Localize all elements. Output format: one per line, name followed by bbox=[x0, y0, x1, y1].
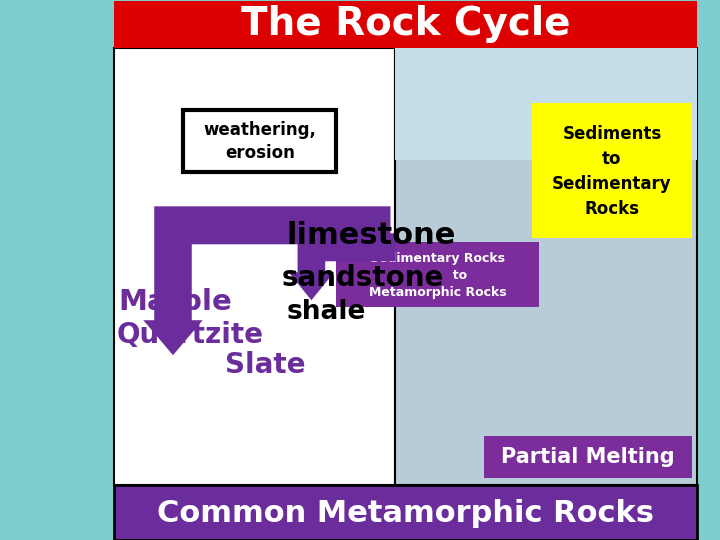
FancyBboxPatch shape bbox=[114, 485, 697, 540]
FancyBboxPatch shape bbox=[395, 49, 697, 160]
Text: Slate: Slate bbox=[225, 351, 306, 379]
Text: Common Metamorphic Rocks: Common Metamorphic Rocks bbox=[157, 498, 654, 528]
Text: The Rock Cycle: The Rock Cycle bbox=[240, 5, 570, 44]
Text: sandstone: sandstone bbox=[282, 264, 444, 292]
Text: Marble: Marble bbox=[119, 288, 233, 316]
Text: Quartzite: Quartzite bbox=[117, 321, 264, 349]
Text: Sedimentary Rocks
          to
Metamorphic Rocks: Sedimentary Rocks to Metamorphic Rocks bbox=[369, 252, 507, 299]
FancyBboxPatch shape bbox=[485, 436, 692, 478]
FancyBboxPatch shape bbox=[395, 49, 697, 485]
FancyBboxPatch shape bbox=[532, 104, 692, 238]
FancyBboxPatch shape bbox=[114, 1, 697, 49]
Text: shale: shale bbox=[287, 299, 366, 325]
FancyBboxPatch shape bbox=[183, 110, 336, 172]
Text: Sediments
to
Sedimentary
Rocks: Sediments to Sedimentary Rocks bbox=[552, 125, 672, 218]
Polygon shape bbox=[143, 206, 390, 355]
FancyBboxPatch shape bbox=[114, 49, 395, 485]
Text: limestone: limestone bbox=[287, 221, 456, 250]
Text: weathering,
erosion: weathering, erosion bbox=[204, 120, 316, 162]
Text: Partial Melting: Partial Melting bbox=[501, 447, 675, 467]
FancyBboxPatch shape bbox=[336, 242, 539, 307]
Polygon shape bbox=[289, 233, 395, 300]
